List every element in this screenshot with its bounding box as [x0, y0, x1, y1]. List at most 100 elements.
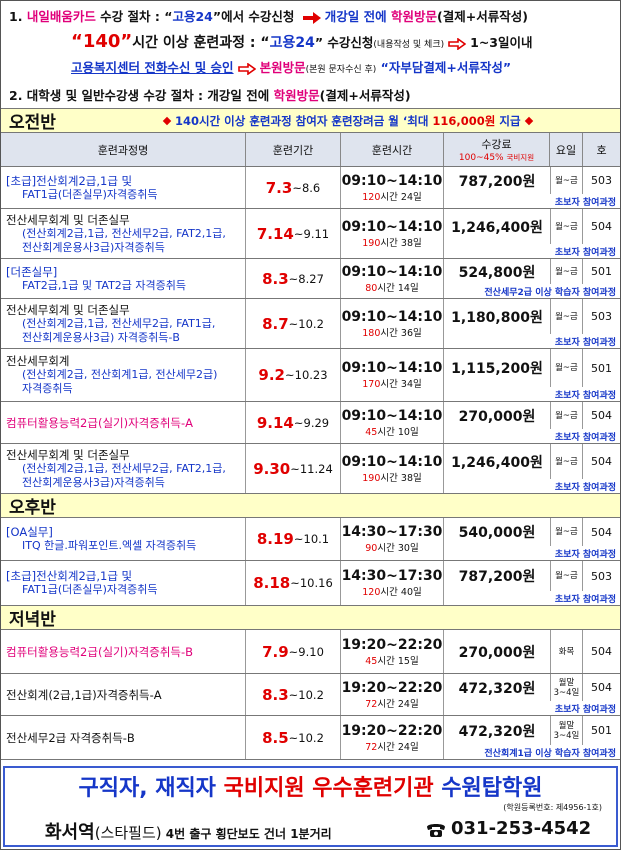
- text: 시간: [380, 327, 398, 339]
- fee: 472,320원: [458, 723, 536, 740]
- hours: 180시간 36일: [362, 325, 422, 339]
- section-title: 저녁반: [9, 610, 56, 630]
- start-date: 8.7: [262, 314, 289, 333]
- text: 180: [362, 327, 381, 339]
- weekday: 월말 3~4일: [550, 674, 583, 701]
- text: 72: [365, 698, 378, 710]
- text: 시간: [377, 426, 395, 438]
- room: 503: [591, 310, 612, 323]
- period: 9.2 ~10.23: [246, 349, 341, 401]
- text: 컴퓨터활용능력2급(실기)자격증취득-A: [6, 415, 194, 430]
- time-range: 19:20~22:20: [341, 636, 443, 653]
- text: 월~금: [555, 527, 578, 537]
- time-range: 09:10~14:10: [341, 360, 443, 376]
- start-date: 9.14: [256, 413, 294, 432]
- note: 초보자 참여과정: [554, 390, 616, 401]
- text: 시간: [377, 282, 395, 294]
- time: 09:10~14:10 190시간 38일: [341, 444, 444, 493]
- period: 8.5 ~10.2: [246, 716, 341, 759]
- text: 24일: [397, 741, 419, 753]
- text: “140”: [71, 31, 133, 52]
- text: 시간: [380, 587, 398, 598]
- hours: 190시간 38일: [362, 235, 422, 249]
- fee: 1,115,200원: [451, 361, 543, 377]
- end-date: ~10.2: [288, 730, 324, 745]
- start-date: 8.18: [253, 574, 291, 592]
- section-title: 오후반: [9, 498, 56, 518]
- period: 8.18 ~10.16: [246, 561, 341, 605]
- end-date: ~10.23: [285, 368, 328, 382]
- schedule-table: 오전반 140시간 이상 훈련과정 참여자 훈련장려금 월 ‘최대 116,000…: [1, 109, 620, 760]
- period: 9.30 ~11.24: [246, 444, 341, 493]
- hours: 170시간 34일: [362, 376, 422, 390]
- course-row: 전산세무회계 및 더존실무 (전산회계2급,1급, 전산세무2급, FAT1급, 전…: [1, 299, 620, 349]
- start-date: 7.9: [262, 642, 289, 661]
- course-name: [초급]전산회계2급,1급 및 FAT1급(더존실무)자격증취득: [1, 167, 246, 208]
- weekday: 월~금: [550, 561, 583, 591]
- text: (전산회계2급,1급, 전산세무2급, FAT2,1급,: [22, 226, 226, 240]
- text: 80: [365, 282, 378, 294]
- text: 38일: [400, 237, 422, 249]
- period: 7.14 ~9.11: [246, 209, 341, 258]
- weekday: 월~금: [550, 402, 583, 429]
- text: [OA실무]: [6, 525, 53, 539]
- text: 40일: [400, 587, 422, 598]
- section-header: 저녁반: [1, 606, 620, 630]
- hours: 120시간 40일: [362, 584, 422, 598]
- section-title: 오전반: [9, 113, 56, 133]
- text: (스타필드): [94, 824, 162, 842]
- weekday: 월~금: [550, 444, 583, 479]
- text: 월~금: [555, 266, 578, 277]
- text: “자부담결제+서류작성”: [376, 60, 512, 75]
- text: 월~금: [555, 571, 578, 581]
- time: 09:10~14:10 180시간 36일: [341, 299, 444, 348]
- time: 09:10~14:10 80시간 14일: [341, 259, 444, 298]
- time-range: 19:20~22:20: [341, 722, 443, 739]
- note: 초보자 참여과정: [554, 549, 616, 560]
- room: 501: [591, 265, 612, 278]
- text: 45: [365, 655, 378, 667]
- text: FAT1급(더존실무)자격증취득: [22, 187, 158, 201]
- text: 72: [365, 741, 378, 753]
- start-date: 9.30: [253, 459, 291, 478]
- course-name: 전산세무회계 및 더존실무 (전산회계2급,1급, 전산세무2급, FAT2,1급…: [1, 209, 246, 258]
- text: (결제+서류작성): [437, 9, 528, 24]
- time: 19:20~22:20 45시간 15일: [341, 630, 444, 673]
- fee: 472,320원: [458, 680, 536, 697]
- course-row: 컴퓨터활용능력2급(실기)자격증취득-B 7.9 ~9.10 19:20~22:20 4…: [1, 630, 620, 674]
- text: 화목: [558, 646, 575, 657]
- text: 031-253-4542: [451, 818, 592, 839]
- text: 38일: [400, 472, 422, 484]
- text: 36일: [400, 327, 422, 339]
- text: 자격증취득: [22, 382, 73, 395]
- fee: 787,200원: [458, 569, 536, 585]
- text: 전산세무회계: [6, 354, 70, 368]
- end-date: ~10.2: [288, 316, 324, 331]
- end-date: ~9.11: [293, 226, 330, 241]
- end-date: ~11.24: [290, 461, 333, 476]
- text: 수강 절차 : “: [95, 9, 173, 24]
- time: 14:30~17:30 120시간 40일: [341, 561, 444, 605]
- end-date: ~8.27: [288, 271, 324, 286]
- course-row: 전산회계(2급,1급)자격증취득-A 8.3 ~10.2 19:20~22:20 72시…: [1, 674, 620, 716]
- time-range: 09:10~14:10: [341, 172, 443, 189]
- arrow-icon: [302, 11, 321, 24]
- text: 월~금: [555, 456, 578, 467]
- star-icon: [162, 116, 172, 125]
- notice-line: “140”시간 이상 훈련과정 : “고용24” 수강신청(내용작성 및 체크)…: [71, 31, 533, 52]
- course-row: [더존실무] FAT2급,1급 및 TAT2급 자격증취득 8.3 ~8.27 09:1…: [1, 259, 620, 299]
- weekday: 월~금: [550, 259, 583, 284]
- text: 학원방문: [273, 88, 320, 103]
- text: 10일: [397, 426, 419, 438]
- text: 1~3일이내: [470, 35, 533, 50]
- text: [초급]전산회계2급,1급 및: [6, 173, 133, 188]
- room: 501: [591, 724, 612, 737]
- course-row: 전산세무2급 자격증취득-B 8.5 ~10.2 19:20~22:20 72시간 24…: [1, 716, 620, 760]
- fee: 540,000원: [458, 525, 536, 541]
- note: 초보자 참여과정: [554, 247, 616, 258]
- hours: 45시간 10일: [365, 424, 418, 438]
- text: 120: [362, 191, 381, 203]
- time-range: 09:10~14:10: [341, 453, 443, 470]
- text: ”에서 수강신청: [212, 9, 299, 24]
